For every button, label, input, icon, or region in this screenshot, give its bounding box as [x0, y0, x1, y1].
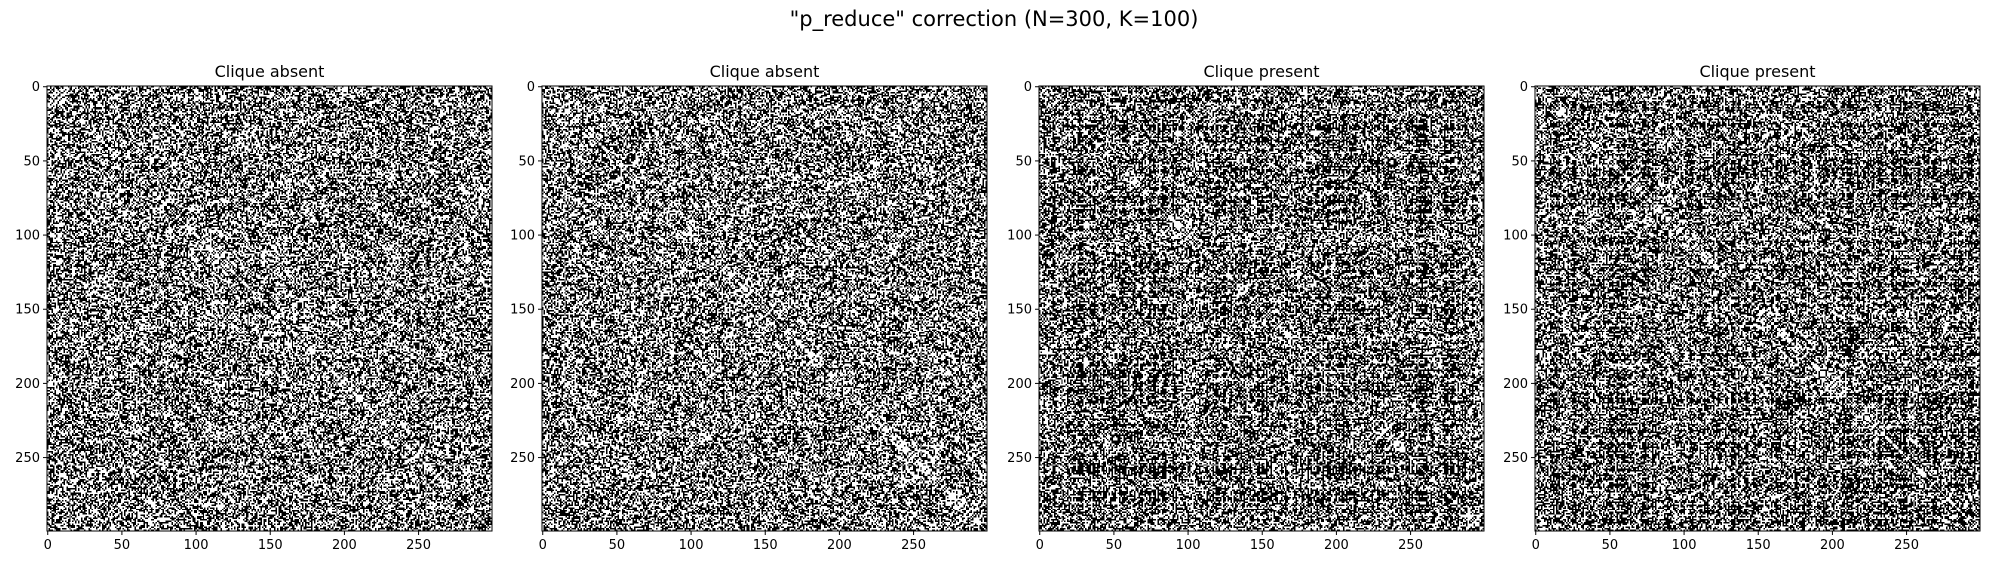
heatmap-image [1039, 86, 1484, 531]
x-tick-label: 250 [1398, 538, 1423, 553]
y-tick-label: 100 [510, 229, 535, 244]
x-tick-label: 200 [1820, 538, 1845, 553]
x-tick-label: 0 [1532, 538, 1540, 553]
y-tick-label: 200 [510, 377, 535, 392]
x-tick-label: 50 [609, 538, 626, 553]
heatmap-image [1535, 86, 1980, 531]
panels: Clique absent 0 50 100 150 200 250 0 50 100 150 200… [15, 62, 1980, 553]
y-tick-label: 100 [15, 229, 40, 244]
y-tick-label: 50 [1511, 154, 1528, 169]
x-tick-label: 200 [827, 538, 852, 553]
x-tick-label: 0 [1036, 538, 1044, 553]
heatmap-panel: Clique absent 0 50 100 150 200 250 0 50 100 150 200… [15, 62, 492, 553]
y-tick-label: 200 [1503, 377, 1528, 392]
y-tick-label: 50 [518, 154, 535, 169]
x-tick-label: 200 [1324, 538, 1349, 553]
x-tick-label: 250 [1894, 538, 1919, 553]
heatmap-image [47, 86, 492, 531]
x-tick-label: 0 [44, 538, 52, 553]
x-tick-label: 100 [679, 538, 704, 553]
y-tick-label: 0 [1520, 80, 1528, 95]
y-tick-label: 150 [1503, 303, 1528, 318]
x-tick-label: 150 [1250, 538, 1275, 553]
x-tick-label: 200 [332, 538, 357, 553]
x-tick-label: 250 [406, 538, 431, 553]
panel-title: Clique present [1203, 62, 1319, 81]
y-tick-label: 50 [23, 154, 40, 169]
y-tick-label: 250 [1503, 451, 1528, 466]
y-tick-label: 250 [510, 451, 535, 466]
x-tick-label: 50 [114, 538, 131, 553]
x-tick-label: 150 [258, 538, 283, 553]
y-tick-label: 150 [510, 303, 535, 318]
x-tick-label: 150 [753, 538, 778, 553]
y-tick-label: 150 [1007, 303, 1032, 318]
panel-title: Clique absent [215, 62, 325, 81]
heatmap-image [542, 86, 987, 531]
x-tick-label: 150 [1746, 538, 1771, 553]
y-tick-label: 200 [15, 377, 40, 392]
y-tick-label: 100 [1503, 229, 1528, 244]
x-tick-label: 100 [1672, 538, 1697, 553]
y-tick-label: 50 [1015, 154, 1032, 169]
x-tick-label: 50 [1602, 538, 1619, 553]
panel-title: Clique present [1699, 62, 1815, 81]
y-tick-label: 200 [1007, 377, 1032, 392]
y-tick-label: 0 [32, 80, 40, 95]
figure-suptitle: "p_reduce" correction (N=300, K=100) [790, 7, 1199, 32]
panel-title: Clique absent [710, 62, 820, 81]
y-tick-label: 100 [1007, 229, 1032, 244]
x-tick-label: 250 [901, 538, 926, 553]
heatmap-panel: Clique absent 0 50 100 150 200 250 0 50 100 150 200… [510, 62, 987, 553]
y-tick-label: 150 [15, 303, 40, 318]
x-tick-label: 0 [539, 538, 547, 553]
y-tick-label: 250 [1007, 451, 1032, 466]
x-tick-label: 50 [1106, 538, 1123, 553]
heatmap-panel: Clique present 0 50 100 150 200 250 0 50 100 150 20… [1007, 62, 1484, 553]
y-tick-label: 0 [1024, 80, 1032, 95]
y-tick-label: 250 [15, 451, 40, 466]
y-tick-label: 0 [527, 80, 535, 95]
heatmap-panel: Clique present 0 50 100 150 200 250 0 50 100 150 20… [1503, 62, 1980, 553]
x-tick-label: 100 [1176, 538, 1201, 553]
x-tick-label: 100 [184, 538, 209, 553]
